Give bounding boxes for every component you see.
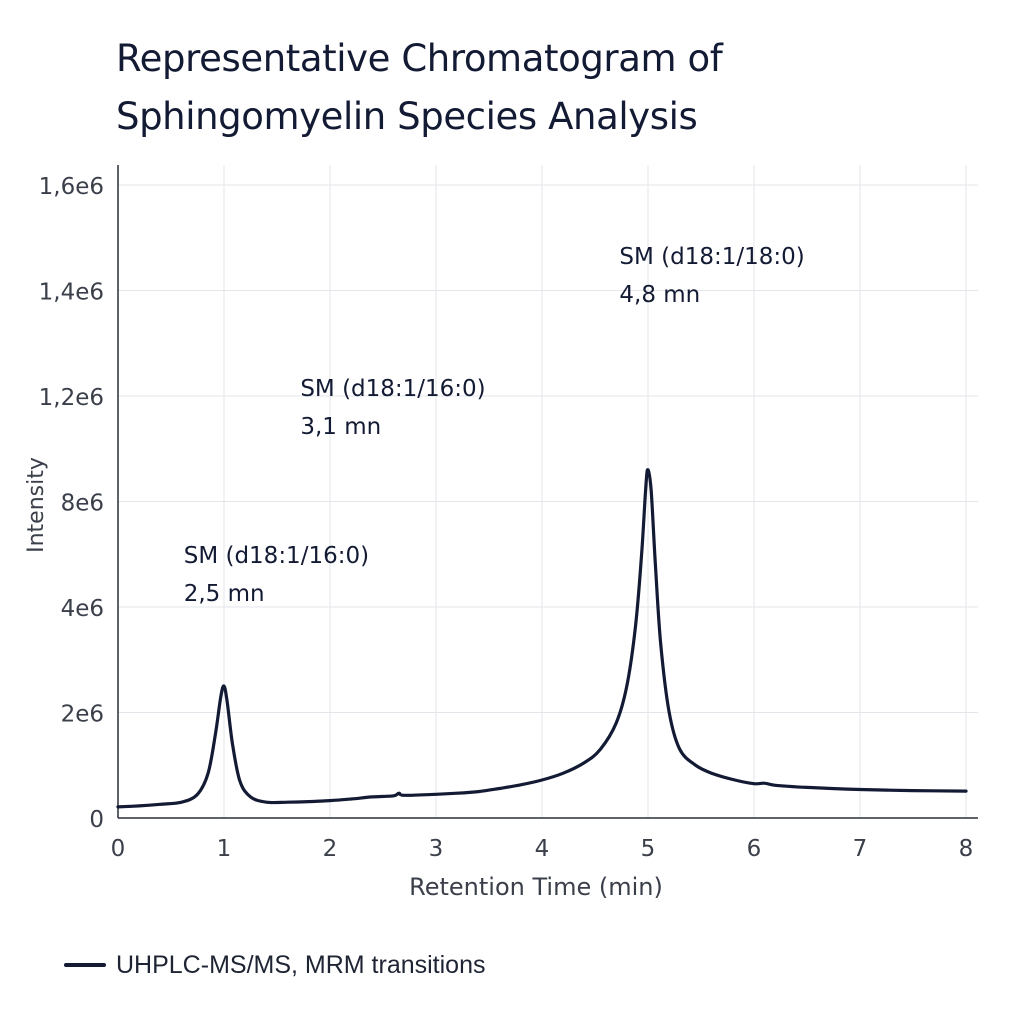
chart-title-line-2: Sphingomyelin Species Analysis <box>116 95 698 138</box>
y-tick-label: 1,4e6 <box>39 280 104 306</box>
peak-annotation-time: 4,8 mn <box>619 282 700 308</box>
y-tick-label: 1,2e6 <box>39 385 104 411</box>
chromatogram-trace <box>116 468 968 809</box>
x-tick-label: 5 <box>641 836 656 862</box>
peak-annotation: SM (d18:1/16:0) 3,1 mn <box>300 376 485 440</box>
y-axis-label: Intensity <box>24 457 49 553</box>
grid-lines <box>118 165 978 818</box>
y-tick-label: 8e6 <box>61 491 104 517</box>
y-tick-label: 0 <box>89 807 104 833</box>
series-group <box>116 468 968 809</box>
x-tick-label: 1 <box>217 836 232 862</box>
y-tick-label: 1,6e6 <box>39 174 104 200</box>
y-tick-label: 4e6 <box>61 596 104 622</box>
x-tick-label: 3 <box>429 836 444 862</box>
x-tick-label: 6 <box>747 836 762 862</box>
x-tick-label: 8 <box>959 836 974 862</box>
peak-annotations: SM (d18:1/16:0) 2,5 mn SM (d18:1/16:0) 3,1 … <box>184 244 805 607</box>
peak-annotation-time: 3,1 mn <box>300 414 381 440</box>
legend-line-swatch <box>64 963 106 967</box>
chart-title-line-1: Representative Chromatogram of <box>116 37 723 80</box>
tick-labels: 0 2e6 4e6 8e6 1,2e6 1,4e6 1,6e6 0 1 2 3 4 5 6 7 8 <box>39 174 974 862</box>
legend: UHPLC-MS/MS, MRM transitions <box>64 948 486 982</box>
peak-annotation-species: SM (d18:1/18:0) <box>619 244 804 270</box>
peak-annotation: SM (d18:1/16:0) 2,5 mn <box>184 543 369 607</box>
x-tick-label: 7 <box>853 836 868 862</box>
axes <box>117 165 978 819</box>
x-axis-label: Retention Time (min) <box>409 873 663 901</box>
peak-annotation-species: SM (d18:1/16:0) <box>300 376 485 402</box>
x-tick-label: 4 <box>535 836 550 862</box>
peak-annotation: SM (d18:1/18:0) 4,8 mn <box>619 244 804 308</box>
legend-label: UHPLC-MS/MS, MRM transitions <box>116 950 486 979</box>
y-tick-label: 2e6 <box>61 702 104 728</box>
chart-title: Representative Chromatogram of Sphingomy… <box>116 30 976 146</box>
x-tick-label: 0 <box>111 836 126 862</box>
peak-annotation-time: 2,5 mn <box>184 581 265 607</box>
peak-annotation-species: SM (d18:1/16:0) <box>184 543 369 569</box>
x-tick-label: 2 <box>323 836 338 862</box>
